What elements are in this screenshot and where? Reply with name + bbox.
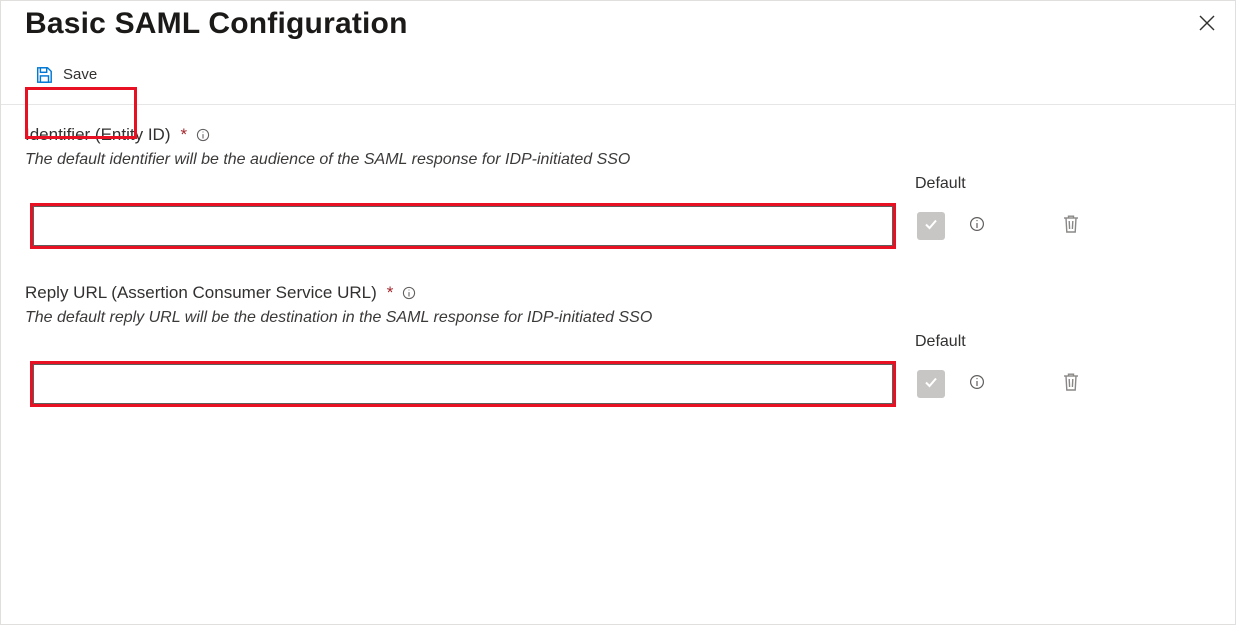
trash-icon xyxy=(1062,214,1080,239)
page-title: Basic SAML Configuration xyxy=(25,7,1211,41)
identifier-label: Identifier (Entity ID) * xyxy=(25,125,1211,145)
close-icon xyxy=(1199,15,1215,36)
reply-url-row-info[interactable] xyxy=(967,374,987,394)
check-icon xyxy=(923,216,939,237)
default-column-header: Default xyxy=(915,175,966,193)
identifier-default-checkbox[interactable] xyxy=(917,212,945,240)
identifier-help-text: The default identifier will be the audie… xyxy=(25,151,1211,169)
identifier-label-text: Identifier (Entity ID) xyxy=(25,125,171,145)
identifier-row-info[interactable] xyxy=(967,216,987,236)
identifier-input-wrap xyxy=(33,206,893,246)
reply-url-row-area: Default xyxy=(25,361,1211,407)
save-button-label: Save xyxy=(63,66,97,83)
reply-url-help-text: The default reply URL will be the destin… xyxy=(25,309,1211,327)
identifier-delete-button[interactable] xyxy=(1059,214,1083,238)
default-column-header: Default xyxy=(915,333,966,351)
reply-url-default-checkbox[interactable] xyxy=(917,370,945,398)
close-button[interactable] xyxy=(1193,11,1221,39)
reply-url-input-wrap xyxy=(33,364,893,404)
reply-url-input[interactable] xyxy=(33,364,893,404)
required-marker: * xyxy=(387,283,394,303)
save-button[interactable]: Save xyxy=(25,60,111,90)
required-marker: * xyxy=(181,125,188,145)
save-icon xyxy=(35,66,53,84)
reply-url-label-text: Reply URL (Assertion Consumer Service UR… xyxy=(25,283,377,303)
toolbar: Save xyxy=(1,45,1235,105)
reply-url-delete-button[interactable] xyxy=(1059,372,1083,396)
trash-icon xyxy=(1062,372,1080,397)
info-icon xyxy=(969,216,985,237)
saml-config-panel: Basic SAML Configuration Save xyxy=(0,0,1236,625)
identifier-row xyxy=(25,203,1211,249)
panel-body: Identifier (Entity ID) * The default ide… xyxy=(1,105,1235,407)
info-icon xyxy=(969,374,985,395)
section-reply-url: Reply URL (Assertion Consumer Service UR… xyxy=(25,283,1211,407)
panel-header: Basic SAML Configuration xyxy=(1,1,1235,45)
identifier-row-area: Default xyxy=(25,203,1211,249)
reply-url-row xyxy=(25,361,1211,407)
identifier-input[interactable] xyxy=(33,206,893,246)
info-icon[interactable] xyxy=(401,285,417,301)
section-identifier: Identifier (Entity ID) * The default ide… xyxy=(25,125,1211,249)
reply-url-label: Reply URL (Assertion Consumer Service UR… xyxy=(25,283,1211,303)
check-icon xyxy=(923,374,939,395)
info-icon[interactable] xyxy=(195,127,211,143)
